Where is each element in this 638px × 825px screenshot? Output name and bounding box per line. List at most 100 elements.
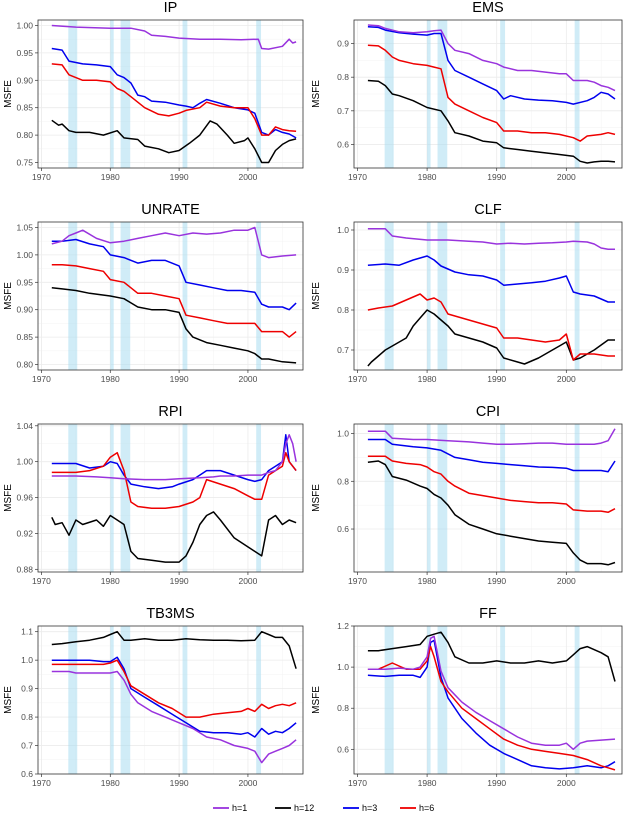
y-tick-label: 1.1 — [21, 627, 33, 637]
series-line-h1 — [367, 635, 616, 751]
y-tick-label: 0.95 — [16, 277, 33, 287]
recession-band — [574, 222, 580, 370]
series-line-h1 — [367, 428, 616, 446]
recession-band — [256, 626, 262, 774]
series-line-h12 — [367, 309, 615, 367]
series-line-h1 — [51, 226, 297, 259]
series-line-h1 — [367, 24, 616, 92]
series-line-h6 — [51, 264, 297, 338]
recession-band — [120, 424, 131, 572]
y-axis-label: MSFE — [311, 282, 322, 310]
panel-title: FF — [479, 606, 497, 622]
x-tick-label: 1980 — [101, 576, 120, 586]
panel-ems: EMS 1970 1980 1990 2000 0.6 0.7 0.8 0.9 MSFE — [311, 0, 623, 182]
recession-band — [384, 222, 394, 370]
y-tick-label: 1.04 — [16, 421, 33, 431]
series-line-h12 — [51, 287, 297, 364]
recession-band — [437, 222, 448, 370]
series-line-h1 — [367, 228, 615, 250]
recession-band — [500, 222, 506, 370]
y-tick-label: 0.95 — [16, 48, 33, 58]
y-tick-label: 0.7 — [21, 741, 33, 751]
x-tick-label: 2000 — [557, 778, 576, 788]
legend-item-h12: h=12 — [275, 803, 314, 813]
series-line-h6 — [367, 455, 616, 514]
recession-band — [256, 222, 262, 370]
y-tick-label: 0.9 — [21, 684, 33, 694]
y-tick-label: 1.0 — [337, 662, 349, 672]
panel-title: CLF — [474, 202, 502, 218]
x-tick-label: 1970 — [32, 172, 51, 182]
x-tick-label: 1980 — [418, 374, 437, 384]
recession-band — [68, 222, 78, 370]
x-tick-label: 1990 — [170, 172, 189, 182]
y-tick-label: 1.2 — [337, 621, 349, 631]
y-tick-label: 0.8 — [337, 72, 349, 82]
panel-title: CPI — [476, 404, 500, 420]
x-tick-label: 1970 — [348, 172, 367, 182]
legend-item-h6: h=6 — [400, 803, 434, 813]
plot-border — [353, 221, 623, 371]
recession-band — [574, 424, 580, 572]
recession-band — [384, 424, 394, 572]
series-line-h6 — [367, 293, 615, 361]
recession-band — [120, 222, 131, 370]
x-tick-label: 1980 — [418, 576, 437, 586]
recession-band — [182, 222, 188, 370]
x-tick-label: 2000 — [238, 778, 257, 788]
x-tick-label: 2000 — [238, 576, 257, 586]
recession-band — [68, 626, 78, 774]
recession-band — [384, 20, 394, 168]
plot-area — [354, 424, 622, 572]
recession-band — [110, 626, 114, 774]
legend: h=1 h=12 h=3 h=6 — [213, 803, 434, 813]
y-tick-label: 1.05 — [16, 222, 33, 232]
y-tick-label: 0.92 — [16, 528, 33, 538]
series-line-h1 — [51, 24, 297, 50]
series-line-h6 — [367, 44, 616, 142]
panel-cpi: CPI 1970 1980 1990 2000 0.6 0.8 1.0 MSFE — [311, 404, 623, 586]
x-tick-label: 1970 — [348, 576, 367, 586]
x-tick-label: 1980 — [101, 778, 120, 788]
recession-band — [110, 20, 114, 168]
series-line-h3 — [367, 438, 616, 473]
recession-band — [182, 424, 188, 572]
x-tick-label: 2000 — [238, 374, 257, 384]
panel-title: IP — [164, 0, 178, 16]
y-axis-label: MSFE — [3, 484, 14, 512]
recession-band — [574, 626, 580, 774]
y-tick-label: 0.6 — [337, 524, 349, 534]
recession-band — [256, 20, 262, 168]
recession-band — [120, 626, 131, 774]
y-tick-label: 0.8 — [337, 305, 349, 315]
recession-band — [500, 424, 506, 572]
x-tick-label: 1970 — [32, 374, 51, 384]
x-tick-label: 1970 — [32, 576, 51, 586]
plot-area — [38, 626, 303, 774]
y-tick-label: 1.00 — [16, 250, 33, 260]
x-tick-label: 1990 — [170, 374, 189, 384]
recession-band — [574, 20, 580, 168]
panel-title: EMS — [472, 0, 503, 16]
plot-area — [354, 222, 622, 370]
series-line-h1 — [51, 670, 297, 764]
panel-unrate: UNRATE 1970 1980 1990 2000 0.80 0.85 0.90 0.95 1.… — [3, 202, 304, 384]
y-tick-label: 0.7 — [337, 106, 349, 116]
x-tick-label: 1980 — [418, 778, 437, 788]
y-axis-label: MSFE — [311, 80, 322, 108]
legend-item-h3: h=3 — [343, 803, 377, 813]
y-tick-label: 1.0 — [21, 655, 33, 665]
plot-border — [37, 19, 304, 169]
series-line-h6 — [51, 659, 297, 718]
y-tick-label: 0.90 — [16, 305, 33, 315]
recession-band — [437, 626, 448, 774]
panel-rpi: RPI 1970 1980 1990 2000 0.88 0.92 0.96 1.00 1.04 M… — [3, 404, 304, 586]
y-tick-label: 0.75 — [16, 158, 33, 168]
series-line-h3 — [51, 47, 297, 139]
y-tick-label: 1.00 — [16, 20, 33, 30]
series-line-h3 — [51, 238, 297, 311]
plot-border — [353, 625, 623, 775]
y-tick-label: 0.96 — [16, 493, 33, 503]
recession-band — [120, 20, 131, 168]
recession-band — [500, 626, 506, 774]
